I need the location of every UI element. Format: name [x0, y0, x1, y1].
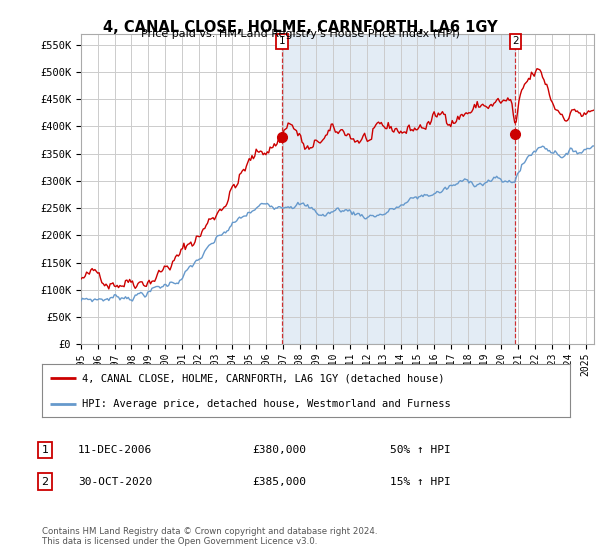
Text: 30-OCT-2020: 30-OCT-2020 [78, 477, 152, 487]
Text: 1: 1 [41, 445, 49, 455]
Text: 4, CANAL CLOSE, HOLME, CARNFORTH, LA6 1GY (detached house): 4, CANAL CLOSE, HOLME, CARNFORTH, LA6 1G… [82, 374, 444, 384]
Text: 15% ↑ HPI: 15% ↑ HPI [390, 477, 451, 487]
Bar [282, 34, 515, 344]
Text: 4, CANAL CLOSE, HOLME, CARNFORTH, LA6 1GY: 4, CANAL CLOSE, HOLME, CARNFORTH, LA6 1G… [103, 20, 497, 35]
Text: 11-DEC-2006: 11-DEC-2006 [78, 445, 152, 455]
Text: £380,000: £380,000 [252, 445, 306, 455]
Text: 2: 2 [512, 36, 519, 46]
Text: 2: 2 [41, 477, 49, 487]
Text: 50% ↑ HPI: 50% ↑ HPI [390, 445, 451, 455]
Text: Price paid vs. HM Land Registry's House Price Index (HPI): Price paid vs. HM Land Registry's House … [140, 29, 460, 39]
Text: Contains HM Land Registry data © Crown copyright and database right 2024.
This d: Contains HM Land Registry data © Crown c… [42, 526, 377, 546]
Text: £385,000: £385,000 [252, 477, 306, 487]
Text: HPI: Average price, detached house, Westmorland and Furness: HPI: Average price, detached house, West… [82, 399, 451, 409]
Text: 1: 1 [278, 36, 285, 46]
